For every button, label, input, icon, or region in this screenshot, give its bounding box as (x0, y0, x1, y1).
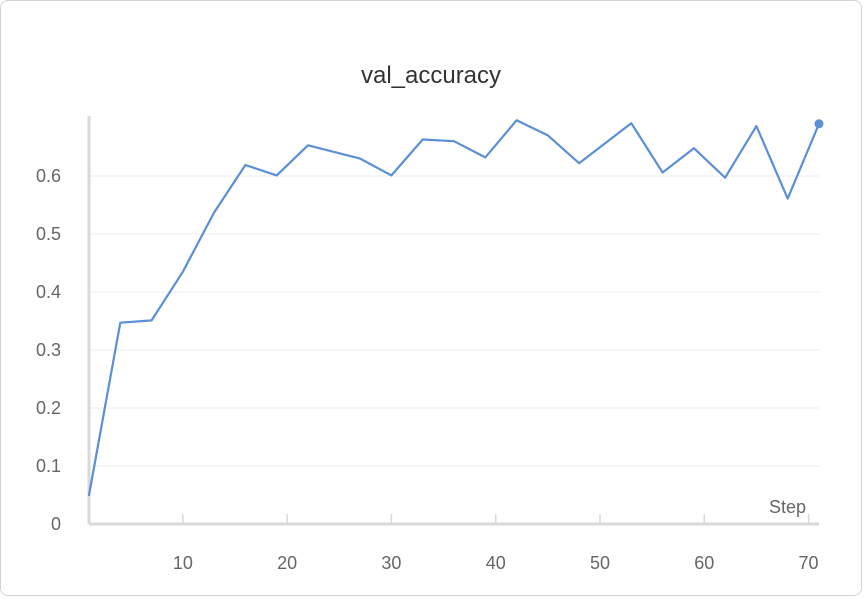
x-tick-label-4: 50 (590, 553, 610, 573)
y-tick-label-0: 0 (51, 514, 61, 534)
series-line-0 (87, 119, 821, 497)
y-axis-ticks: 0 0.1 0.2 0.3 0.4 0.5 0.6 (36, 166, 61, 534)
x-tick-label-3: 40 (486, 553, 506, 573)
y-tick-label-4: 0.4 (36, 282, 61, 302)
x-tick-label-6: 70 (799, 553, 819, 573)
x-axis-label: Step (769, 497, 806, 517)
x-tick-label-1: 20 (277, 553, 297, 573)
y-tick-label-6: 0.6 (36, 166, 61, 186)
grid-lines (89, 175, 819, 467)
chart-title: val_accuracy (361, 62, 501, 89)
y-tick-label-5: 0.5 (36, 224, 61, 244)
data-point-22 (814, 119, 824, 129)
x-tick-label-2: 30 (381, 553, 401, 573)
series-layer (87, 119, 824, 497)
y-tick-label-1: 0.1 (36, 456, 61, 476)
x-axis-ticks: 10 20 30 40 50 60 70 (173, 514, 819, 573)
axes (87, 116, 819, 526)
x-tick-label-0: 10 (173, 553, 193, 573)
x-tick-label-5: 60 (694, 553, 714, 573)
y-tick-label-3: 0.3 (36, 340, 61, 360)
y-tick-label-2: 0.2 (36, 398, 61, 418)
